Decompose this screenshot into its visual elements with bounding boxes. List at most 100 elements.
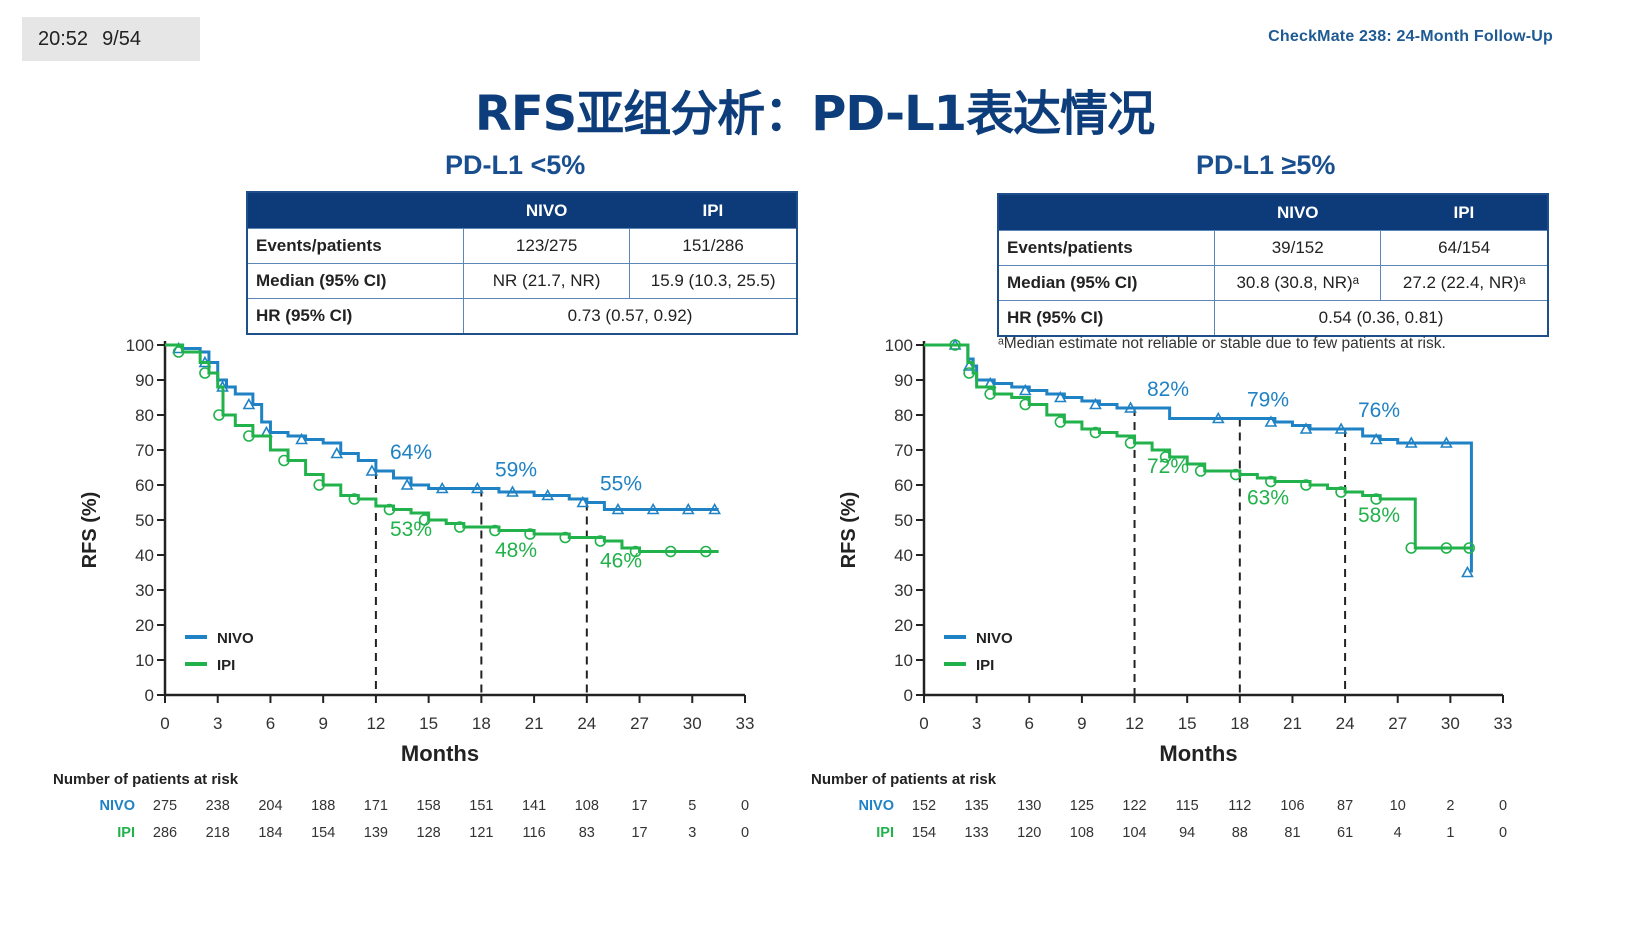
censor-mark — [1159, 451, 1172, 463]
risk-value: 238 — [205, 798, 230, 814]
censor-mark — [646, 502, 660, 515]
cell-ipi: 64/154 — [1380, 230, 1549, 266]
risk-row-label: IPI — [117, 825, 135, 841]
censor-mark — [1265, 475, 1277, 488]
censor-mark — [962, 359, 976, 371]
censor-mark — [1230, 468, 1242, 481]
censor-mark — [1018, 383, 1032, 396]
annotation-label: 72% — [1147, 455, 1189, 478]
y-tick-label: 10 — [135, 651, 154, 670]
censor-mark — [172, 346, 185, 358]
risk-value: 139 — [363, 825, 388, 841]
table-row: Median (95% CI) 30.8 (30.8, NR)ᵃ 27.2 (2… — [997, 265, 1549, 301]
censor-mark — [489, 524, 501, 537]
y-tick-label: 50 — [135, 511, 154, 530]
censor-mark — [1370, 493, 1382, 505]
risk-value: 121 — [469, 825, 494, 841]
row-label: Events/patients — [997, 230, 1216, 266]
risk-value: 154 — [911, 825, 937, 841]
status-bar: 20:52 9/54 — [22, 17, 200, 61]
annotation-label: 53% — [390, 518, 432, 541]
risk-value: 151 — [469, 798, 494, 814]
risk-value: 158 — [416, 798, 441, 814]
censor-mark — [383, 503, 396, 516]
risk-table-title-right: Number of patients at risk — [811, 771, 997, 788]
x-tick-label: 24 — [1336, 714, 1355, 733]
table-header-ipi: IPI — [629, 192, 797, 229]
risk-value: 171 — [363, 798, 388, 814]
x-tick-label: 27 — [1388, 714, 1407, 733]
x-axis-label: Months — [401, 741, 479, 766]
censor-mark — [576, 495, 590, 508]
annotation-label: 82% — [1147, 378, 1189, 401]
y-tick-label: 60 — [894, 476, 913, 495]
table-row: Events/patients 123/275 151/286 — [246, 228, 798, 264]
x-tick-label: 15 — [1178, 714, 1197, 733]
x-tick-label: 21 — [525, 714, 544, 733]
x-tick-label: 3 — [972, 714, 981, 733]
y-axis-label: RFS (%) — [79, 492, 101, 569]
annotation-label: 64% — [390, 441, 432, 464]
stats-table-left: NIVO IPI Events/patients 123/275 151/286… — [246, 191, 798, 335]
cell-hr: 0.54 (0.36, 0.81) — [1214, 300, 1549, 337]
censor-mark — [1405, 542, 1418, 554]
x-axis-label: Months — [1159, 741, 1237, 766]
risk-value: 184 — [258, 825, 283, 841]
x-tick-label: 0 — [160, 714, 169, 733]
legend-label-ipi: IPI — [217, 657, 235, 674]
x-tick-label: 9 — [318, 714, 327, 733]
risk-value: 2 — [1446, 798, 1455, 814]
risk-value: 0 — [1498, 798, 1508, 814]
censor-mark — [949, 339, 961, 351]
censor-mark — [330, 446, 344, 459]
censor-mark — [295, 432, 308, 445]
panel-title-right: PD-L1 ≥5% — [1196, 150, 1336, 180]
censor-mark — [1089, 426, 1102, 439]
censor-mark — [1369, 432, 1383, 445]
censor-mark — [629, 545, 642, 558]
censor-mark — [1124, 437, 1137, 449]
y-axis-label: RFS (%) — [838, 492, 860, 569]
x-tick-label: 6 — [1025, 714, 1034, 733]
row-label: Events/patients — [246, 228, 465, 264]
legend-label-ipi: IPI — [976, 657, 994, 674]
x-tick-label: 9 — [1077, 714, 1086, 733]
cell-hr: 0.73 (0.57, 0.92) — [463, 298, 798, 335]
censor-mark — [242, 397, 256, 410]
risk-value: 275 — [152, 798, 178, 814]
risk-value: 3 — [688, 825, 697, 841]
risk-value: 108 — [574, 798, 599, 814]
censor-mark — [365, 464, 379, 476]
status-time: 20:52 — [38, 27, 89, 50]
risk-value: 120 — [1017, 825, 1042, 841]
risk-value: 0 — [740, 825, 750, 841]
table-row: Median (95% CI) NR (21.7, NR) 15.9 (10.3… — [246, 263, 798, 299]
annotation-label: 58% — [1358, 504, 1400, 527]
y-tick-label: 0 — [904, 686, 913, 705]
risk-value: 61 — [1337, 825, 1354, 841]
censor-mark — [471, 481, 484, 494]
table-header-ipi: IPI — [1380, 194, 1548, 231]
x-tick-label: 12 — [1125, 714, 1144, 733]
censor-mark — [1440, 542, 1453, 554]
censor-mark — [1461, 565, 1474, 578]
censor-mark — [418, 514, 431, 526]
x-tick-label: 30 — [1441, 714, 1460, 733]
x-tick-label: 18 — [1230, 714, 1249, 733]
table-header-nivo: NIVO — [463, 192, 630, 229]
table-row: Events/patients 39/152 64/154 — [997, 230, 1549, 266]
censor-mark — [453, 521, 466, 533]
censor-mark — [984, 388, 996, 400]
y-tick-label: 30 — [894, 581, 913, 600]
series-line-nivo — [165, 343, 719, 511]
stats-table-right: NIVO IPI Events/patients 39/152 64/154 M… — [997, 193, 1549, 337]
y-tick-label: 40 — [894, 546, 913, 565]
y-tick-label: 20 — [894, 616, 913, 635]
risk-value: 0 — [740, 798, 750, 814]
table-row: HR (95% CI) 0.54 (0.36, 0.81) — [997, 300, 1549, 337]
risk-value: 106 — [1280, 798, 1305, 814]
risk-value: 81 — [1284, 825, 1301, 841]
y-tick-label: 50 — [894, 511, 913, 530]
y-tick-label: 40 — [135, 546, 154, 565]
y-tick-label: 70 — [894, 441, 913, 460]
